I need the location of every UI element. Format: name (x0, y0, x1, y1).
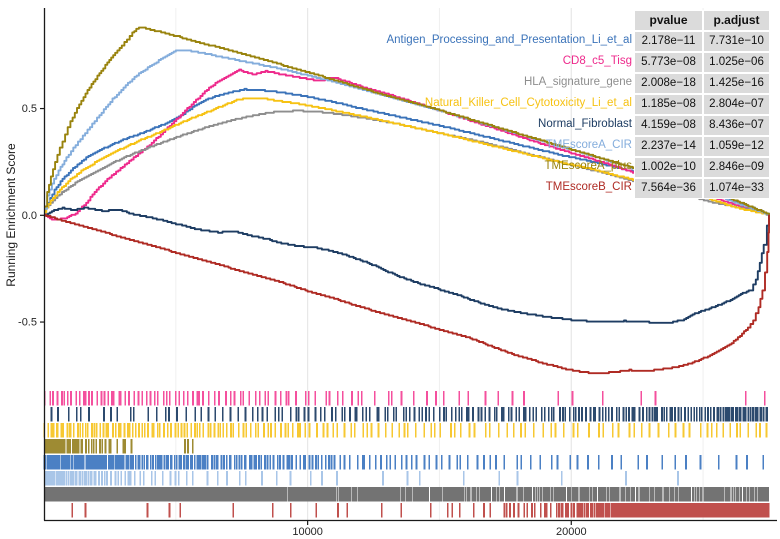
pvalue-cell: 1.002e−10 (635, 158, 702, 177)
legend-label-cd8-c5-tisg: CD8_c5_Tisg (562, 55, 632, 67)
legend-gene-set-labels: Antigen_Processing_and_Presentation_Li_e… (292, 31, 632, 199)
pvalue-cell: 7.564e−36 (635, 179, 702, 198)
y-axis-title: Running Enrichment Score (4, 143, 18, 287)
padjust-cell: 1.059e−12 (704, 137, 769, 156)
pvalue-cell: 2.178e−11 (635, 32, 702, 51)
pvalue-table-header-row: pvalue p.adjust (635, 11, 769, 30)
padjust-column-header: p.adjust (704, 11, 769, 30)
rug-row-HLA_signature_gene (43, 487, 769, 502)
rug-row-Natural_Killer_Cell_Cytotoxicity_Li_et_al (43, 423, 768, 438)
rug-row-Normal_Fibroblast (50, 407, 769, 422)
legend-label-tmescorea-cir: TMEscoreA_CIR (545, 139, 632, 151)
padjust-cell: 2.804e−07 (704, 95, 769, 114)
padjust-cell: 2.846e−09 (704, 158, 769, 177)
table-row: 2.178e−11 7.731e−10 (635, 32, 769, 51)
padjust-cell: 1.425e−16 (704, 74, 769, 93)
table-row: 2.237e−14 1.059e−12 (635, 137, 769, 156)
legend-label-hla-signature: HLA_signature_gene (523, 76, 632, 88)
padjust-cell: 1.025e−06 (704, 53, 769, 72)
legend-label-natural-killer: Natural_Killer_Cell_Cytotoxicity_Li_et_a… (424, 97, 632, 109)
es-curve-TMEscoreB_CIR (44, 213, 770, 375)
pvalue-cell: 5.773e−08 (635, 53, 702, 72)
pvalue-table: pvalue p.adjust 2.178e−11 7.731e−10 5.77… (634, 10, 770, 199)
axes (40, 8, 777, 525)
rug-row-TMEscoreB_CIR (71, 503, 770, 518)
rug-row-TMEscoreA_CIR (44, 471, 679, 486)
y-tick-label: 0.0 (22, 210, 37, 222)
table-row: 2.008e−18 1.425e−16 (635, 74, 769, 93)
padjust-cell: 8.436e−07 (704, 116, 769, 135)
running-es-curves (44, 26, 770, 375)
rug-row-CD8_c5_Tisg (44, 391, 766, 406)
es-curve-Normal_Fibroblast (44, 206, 770, 324)
rug-row-TMEscoreA_plus (44, 439, 194, 454)
pvalue-cell: 4.159e−08 (635, 116, 702, 135)
pvalue-cell: 2.008e−18 (635, 74, 702, 93)
y-tick-label: -0.5 (18, 317, 37, 329)
table-row: 5.773e−08 1.025e−06 (635, 53, 769, 72)
table-row: 7.564e−36 1.074e−33 (635, 179, 769, 198)
gene-rank-rug-marks (43, 391, 770, 518)
legend-label-tmescoreb-cir: TMEscoreB_CIR (545, 181, 632, 193)
table-row: 1.185e−08 2.804e−07 (635, 95, 769, 114)
table-row: 1.002e−10 2.846e−09 (635, 158, 769, 177)
legend-label-normal-fibroblast: Normal_Fibroblast (538, 118, 632, 130)
pvalue-cell: 2.237e−14 (635, 137, 702, 156)
es-curve-CD8_c5_Tisg (44, 68, 769, 221)
padjust-cell: 1.074e−33 (704, 179, 769, 198)
legend-label-antigen-processing: Antigen_Processing_and_Presentation_Li_e… (386, 34, 632, 46)
pvalue-cell: 1.185e−08 (635, 95, 702, 114)
x-tick-label: 20000 (556, 526, 587, 538)
table-row: 4.159e−08 8.436e−07 (635, 116, 769, 135)
rug-row-Antigen_Processing_and_Presentation_Li_et_al (43, 455, 765, 470)
x-tick-label: 10000 (292, 526, 323, 538)
tick-labels: 0.5 0.0 -0.5 10000 20000 (18, 103, 587, 538)
y-tick-label: 0.5 (22, 103, 37, 115)
legend-label-tmescorea-plus: TMEscoreA_plus (544, 160, 632, 172)
padjust-cell: 7.731e−10 (704, 32, 769, 51)
pvalue-column-header: pvalue (635, 11, 702, 30)
